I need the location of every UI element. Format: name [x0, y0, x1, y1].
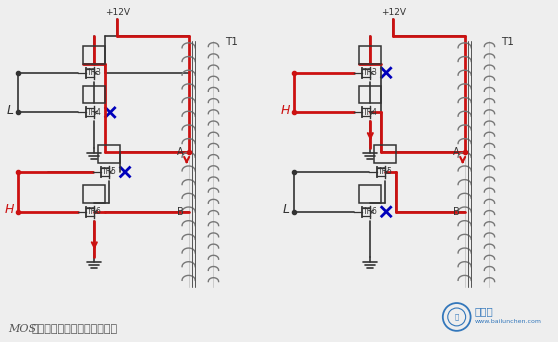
Text: T1: T1 — [225, 37, 238, 47]
Bar — [83, 86, 105, 104]
Text: L: L — [283, 203, 290, 216]
Text: www.bailunchen.com: www.bailunchen.com — [474, 319, 542, 325]
Bar — [374, 145, 396, 163]
Text: +12V: +12V — [381, 8, 406, 17]
Text: 百润辰: 百润辰 — [474, 306, 493, 316]
Text: TR4: TR4 — [363, 108, 378, 117]
Text: TR5: TR5 — [102, 168, 117, 176]
Bar — [83, 46, 105, 64]
Text: +12V: +12V — [105, 8, 129, 17]
Text: H: H — [4, 203, 14, 216]
Bar — [359, 86, 381, 104]
Text: TR3: TR3 — [363, 68, 378, 77]
Text: B: B — [453, 207, 460, 217]
Text: MOS: MOS — [8, 324, 36, 334]
Bar — [359, 46, 381, 64]
Text: TR4: TR4 — [87, 108, 102, 117]
Bar — [98, 145, 120, 163]
Text: L: L — [7, 104, 14, 117]
Text: 百: 百 — [455, 314, 459, 320]
Text: H: H — [281, 104, 290, 117]
Text: TR6: TR6 — [87, 207, 102, 216]
Text: TR3: TR3 — [87, 68, 102, 77]
Bar — [359, 185, 381, 203]
Bar — [83, 185, 105, 203]
Text: A: A — [453, 147, 460, 157]
Text: 场效应管电路部分的工作过程: 场效应管电路部分的工作过程 — [32, 324, 118, 334]
Text: T1: T1 — [502, 37, 514, 47]
Text: A: A — [177, 147, 184, 157]
Text: B: B — [177, 207, 184, 217]
Text: TR5: TR5 — [378, 168, 393, 176]
Text: TR6: TR6 — [363, 207, 378, 216]
